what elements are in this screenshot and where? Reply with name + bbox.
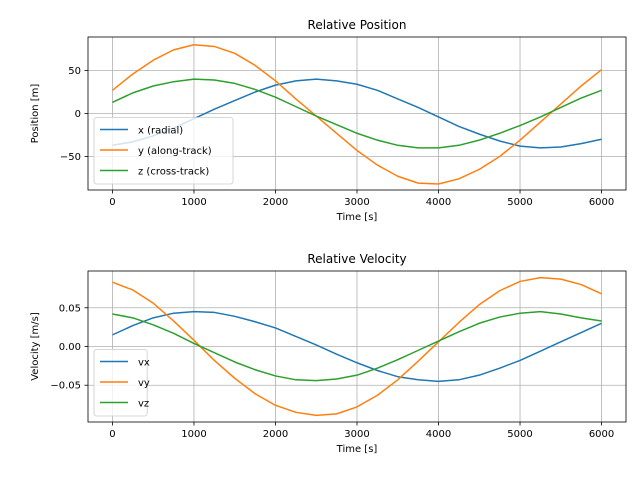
x-tick-label: 1000 [181, 197, 206, 208]
x-tick-label: 5000 [507, 429, 532, 440]
x-tick-label: 6000 [589, 429, 614, 440]
legend-label: z (cross-track) [138, 167, 209, 178]
y-axis-label: Velocity [m/s] [30, 312, 41, 381]
x-tick-label: 4000 [426, 197, 451, 208]
x-axis-label: Time [s] [336, 444, 378, 455]
x-tick-label: 5000 [507, 197, 532, 208]
series-line-y-along-track [111, 43, 603, 185]
velocity-chart: 0 1000 2000 3000 4000 5000 6000 −0.05 0.00 0.05 Re… [30, 252, 627, 455]
x-tick-label: 0 [109, 429, 115, 440]
y-tick-label: −50 [60, 152, 81, 163]
legend-label: vx [138, 358, 150, 369]
y-tick-label: −0.05 [50, 381, 81, 392]
x-tick-label: 2000 [263, 429, 288, 440]
series-line-vz [112, 310, 602, 382]
series-line-vy [112, 276, 602, 417]
y-tick-label: 0.05 [59, 303, 81, 314]
series-line-vx [112, 310, 602, 383]
legend-label: x (radial) [138, 126, 183, 137]
position-chart: 0 1000 2000 3000 4000 5000 6000 −50 0 50 Relative … [30, 18, 627, 223]
chart-title: Relative Position [308, 18, 407, 32]
x-tick-label: 4000 [426, 429, 451, 440]
y-tick-label: 50 [68, 66, 81, 77]
x-tick-label: 3000 [344, 197, 369, 208]
x-tick-label: 1000 [181, 429, 206, 440]
legend-label: y (along-track) [138, 146, 212, 157]
x-axis-label: Time [s] [336, 212, 378, 223]
y-axis-label: Position [m] [30, 84, 41, 144]
y-tick-label: 0 [75, 109, 81, 120]
legend-label: vz [138, 399, 149, 410]
legend: vx vy vz [93, 349, 150, 417]
x-tick-label: 6000 [589, 197, 614, 208]
legend: x (radial) y (along-track) z (cross-track) [93, 117, 234, 185]
series-line-z-cross-track [112, 78, 602, 149]
legend-box [93, 117, 234, 185]
x-tick-label: 2000 [263, 197, 288, 208]
legend-label: vy [138, 378, 150, 389]
x-tick-label: 0 [109, 197, 115, 208]
chart-title: Relative Velocity [307, 252, 406, 266]
y-tick-label: 0.00 [59, 342, 81, 353]
x-tick-label: 3000 [344, 429, 369, 440]
